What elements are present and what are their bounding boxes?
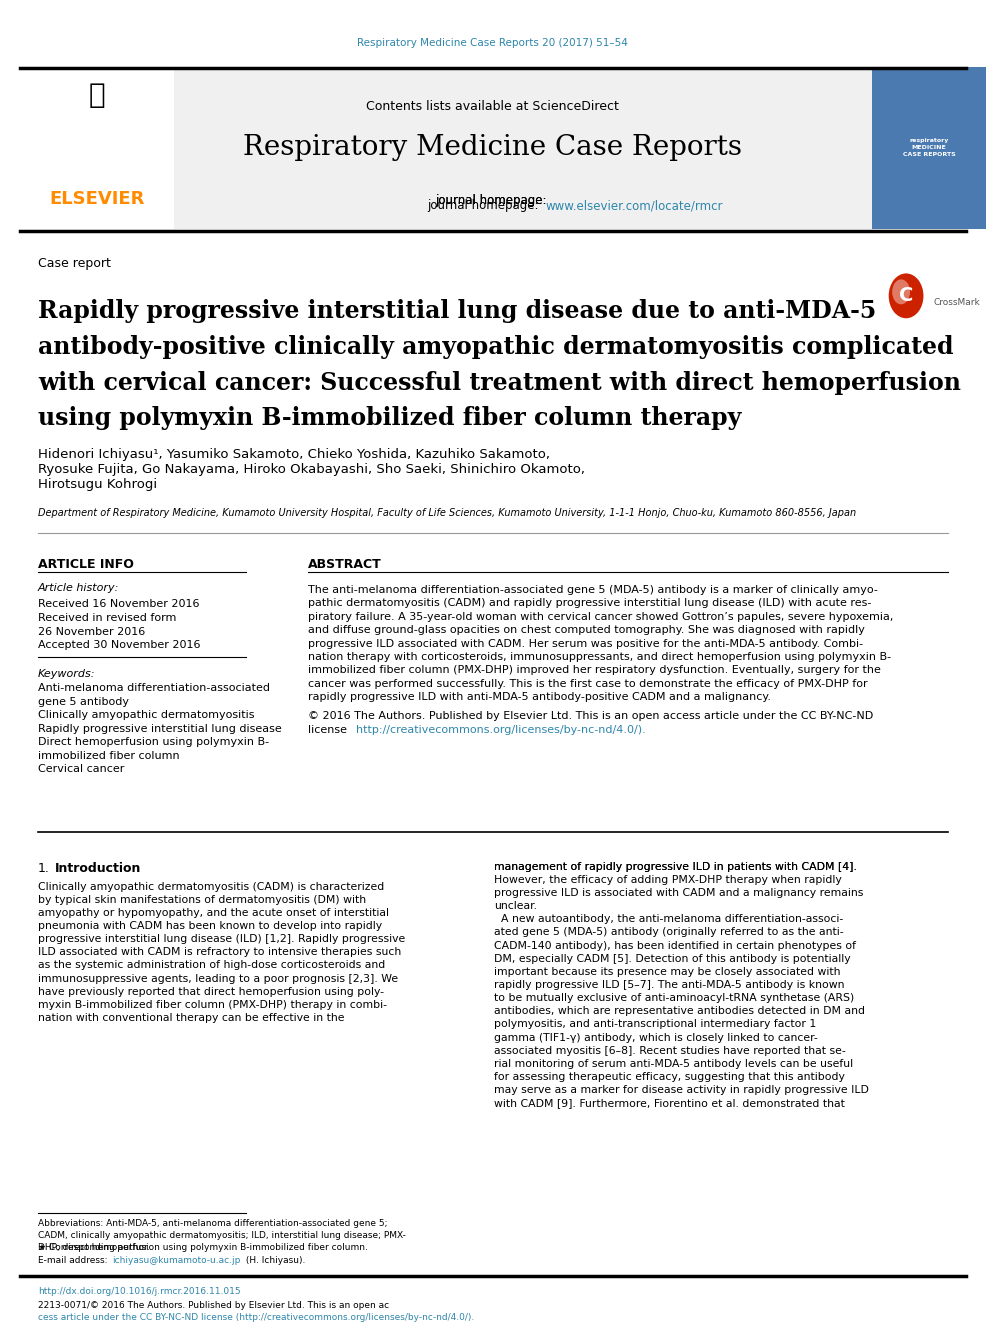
Bar [20, 66, 174, 229]
Text: associated myositis [6–8]. Recent studies have reported that se-: associated myositis [6–8]. Recent studie… [494, 1045, 845, 1056]
Text: http://creativecommons.org/licenses/by-nc-nd/4.0/).: http://creativecommons.org/licenses/by-n… [356, 725, 646, 734]
Text: (H. Ichiyasu).: (H. Ichiyasu). [243, 1256, 306, 1265]
Text: DHP, direct hemoperfusion using polymyxin B-immobilized fiber column.: DHP, direct hemoperfusion using polymyxi… [38, 1244, 368, 1252]
Text: unclear.: unclear. [494, 901, 537, 912]
Text: Introduction: Introduction [55, 861, 141, 875]
Text: gene 5 antibody: gene 5 antibody [38, 697, 129, 706]
Text: cess article under the CC BY-NC-ND license (http://creativecommons.org/licenses/: cess article under the CC BY-NC-ND licen… [38, 1312, 474, 1322]
Bar [872, 66, 985, 229]
Text: rapidly progressive ILD [5–7]. The anti-MDA-5 antibody is known: rapidly progressive ILD [5–7]. The anti-… [494, 980, 844, 990]
Text: Department of Respiratory Medicine, Kumamoto University Hospital, Faculty of Lif: Department of Respiratory Medicine, Kuma… [38, 508, 856, 519]
Text: Rapidly progressive interstitial lung disease: Rapidly progressive interstitial lung di… [38, 724, 282, 734]
Text: progressive ILD associated with CADM. Her serum was positive for the anti-MDA-5 : progressive ILD associated with CADM. He… [308, 639, 863, 648]
Text: ated gene 5 (MDA-5) antibody (originally referred to as the anti-: ated gene 5 (MDA-5) antibody (originally… [494, 927, 843, 938]
Text: may serve as a marker for disease activity in rapidly progressive ILD: may serve as a marker for disease activi… [494, 1085, 869, 1095]
Text: Direct hemoperfusion using polymyxin B-: Direct hemoperfusion using polymyxin B- [38, 737, 269, 747]
Text: journal homepage:: journal homepage: [435, 194, 551, 208]
Text: 26 November 2016: 26 November 2016 [38, 627, 145, 636]
Text: and diffuse ground-glass opacities on chest computed tomography. She was diagnos: and diffuse ground-glass opacities on ch… [308, 624, 865, 635]
Text: Rapidly progressive interstitial lung disease due to anti-MDA-5: Rapidly progressive interstitial lung di… [38, 299, 876, 323]
Text: with cervical cancer: Successful treatment with direct hemoperfusion: with cervical cancer: Successful treatme… [38, 370, 960, 394]
Text: to be mutually exclusive of anti-aminoacyl-tRNA synthetase (ARS): to be mutually exclusive of anti-aminoac… [494, 994, 854, 1003]
Text: important because its presence may be closely associated with: important because its presence may be cl… [494, 967, 840, 976]
Ellipse shape [892, 279, 910, 304]
Text: Received 16 November 2016: Received 16 November 2016 [38, 599, 199, 609]
Text: respiratory
MEDICINE
CASE REPORTS: respiratory MEDICINE CASE REPORTS [903, 139, 955, 156]
Text: DM, especially CADM [5]. Detection of this antibody is potentially: DM, especially CADM [5]. Detection of th… [494, 954, 850, 963]
Text: 1.: 1. [38, 861, 50, 875]
Text: have previously reported that direct hemoperfusion using poly-: have previously reported that direct hem… [38, 987, 384, 996]
Text: piratory failure. A 35-year-old woman with cervical cancer showed Gottron’s papu: piratory failure. A 35-year-old woman wi… [308, 611, 894, 622]
Text: Clinically amyopathic dermatomyositis (CADM) is characterized: Clinically amyopathic dermatomyositis (C… [38, 881, 384, 892]
Text: nation with conventional therapy can be effective in the: nation with conventional therapy can be … [38, 1013, 344, 1023]
Text: ARTICLE INFO: ARTICLE INFO [38, 558, 134, 570]
Text: Contents lists available at ScienceDirect: Contents lists available at ScienceDirec… [366, 99, 619, 112]
Text: license: license [308, 725, 350, 734]
Text: using polymyxin B-immobilized fiber column therapy: using polymyxin B-immobilized fiber colu… [38, 406, 741, 430]
Text: Respiratory Medicine Case Reports 20 (2017) 51–54: Respiratory Medicine Case Reports 20 (20… [357, 38, 628, 48]
Bar [20, 66, 884, 229]
Text: journal homepage:: journal homepage: [428, 200, 543, 212]
Text: ichiyasu@kumamoto-u.ac.jp: ichiyasu@kumamoto-u.ac.jp [112, 1256, 241, 1265]
Text: journal homepage:: journal homepage: [435, 194, 551, 208]
Text: Received in revised form: Received in revised form [38, 613, 177, 623]
Text: immobilized fiber column (PMX-DHP) improved her respiratory dysfunction. Eventua: immobilized fiber column (PMX-DHP) impro… [308, 665, 881, 676]
Bar [869, 259, 943, 324]
Text: ABSTRACT: ABSTRACT [308, 558, 382, 570]
Text: Accepted 30 November 2016: Accepted 30 November 2016 [38, 640, 200, 651]
Text: antibodies, which are representative antibodies detected in DM and: antibodies, which are representative ant… [494, 1007, 865, 1016]
Text: cancer was performed successfully. This is the first case to demonstrate the eff: cancer was performed successfully. This … [308, 679, 868, 689]
Text: immunosuppressive agents, leading to a poor prognosis [2,3]. We: immunosuppressive agents, leading to a p… [38, 974, 398, 983]
Text: www.elsevier.com/locate/rmcr: www.elsevier.com/locate/rmcr [546, 200, 723, 212]
Text: with CADM [9]. Furthermore, Fiorentino et al. demonstrated that: with CADM [9]. Furthermore, Fiorentino e… [494, 1098, 844, 1109]
Text: myxin B-immobilized fiber column (PMX-DHP) therapy in combi-: myxin B-immobilized fiber column (PMX-DH… [38, 1000, 387, 1009]
Text: Case report: Case report [38, 257, 111, 270]
Text: A new autoantibody, the anti-melanoma differentiation-associ-: A new autoantibody, the anti-melanoma di… [494, 914, 843, 925]
Text: progressive ILD is associated with CADM and a malignancy remains: progressive ILD is associated with CADM … [494, 888, 863, 898]
Text: The anti-melanoma differentiation-associated gene 5 (MDA-5) antibody is a marker: The anti-melanoma differentiation-associ… [308, 585, 878, 595]
Text: rapidly progressive ILD with anti-MDA-5 antibody-positive CADM and a malignancy.: rapidly progressive ILD with anti-MDA-5 … [308, 692, 771, 703]
Text: Hidenori Ichiyasu¹, Yasumiko Sakamoto, Chieko Yoshida, Kazuhiko Sakamoto,
Ryosuk: Hidenori Ichiyasu¹, Yasumiko Sakamoto, C… [38, 448, 584, 491]
Text: Keywords:: Keywords: [38, 669, 95, 680]
Text: CADM-140 antibody), has been identified in certain phenotypes of: CADM-140 antibody), has been identified … [494, 941, 856, 950]
Text: Clinically amyopathic dermatomyositis: Clinically amyopathic dermatomyositis [38, 710, 254, 720]
Text: Abbreviations: Anti-MDA-5, anti-melanoma differentiation-associated gene 5;: Abbreviations: Anti-MDA-5, anti-melanoma… [38, 1220, 387, 1228]
Text: immobilized fiber column: immobilized fiber column [38, 750, 180, 761]
Text: management of rapidly progressive ILD in patients with CADM [4].: management of rapidly progressive ILD in… [494, 861, 857, 872]
Text: 🌳: 🌳 [89, 81, 106, 108]
Text: pneumonia with CADM has been known to develop into rapidly: pneumonia with CADM has been known to de… [38, 921, 382, 931]
Text: However, the efficacy of adding PMX-DHP therapy when rapidly: However, the efficacy of adding PMX-DHP … [494, 875, 841, 885]
Text: nation therapy with corticosteroids, immunosuppressants, and direct hemoperfusio: nation therapy with corticosteroids, imm… [308, 652, 891, 662]
Text: ★ Corresponding author.: ★ Corresponding author. [38, 1244, 150, 1252]
Text: rial monitoring of serum anti-MDA-5 antibody levels can be useful: rial monitoring of serum anti-MDA-5 anti… [494, 1058, 853, 1069]
Text: Article history:: Article history: [38, 582, 119, 593]
Text: Anti-melanoma differentiation-associated: Anti-melanoma differentiation-associated [38, 684, 270, 693]
Text: Cervical cancer: Cervical cancer [38, 763, 124, 774]
Text: progressive interstitial lung disease (ILD) [1,2]. Rapidly progressive: progressive interstitial lung disease (I… [38, 934, 405, 945]
Text: Respiratory Medicine Case Reports: Respiratory Medicine Case Reports [243, 135, 742, 161]
Text: by typical skin manifestations of dermatomyositis (DM) with: by typical skin manifestations of dermat… [38, 894, 366, 905]
Text: polymyositis, and anti-transcriptional intermediary factor 1: polymyositis, and anti-transcriptional i… [494, 1020, 816, 1029]
Text: management of rapidly progressive ILD in patients with CADM [4].: management of rapidly progressive ILD in… [494, 861, 857, 872]
Text: © 2016 The Authors. Published by Elsevier Ltd. This is an open access article un: © 2016 The Authors. Published by Elsevie… [308, 710, 873, 721]
Text: for assessing therapeutic efficacy, suggesting that this antibody: for assessing therapeutic efficacy, sugg… [494, 1072, 844, 1082]
Text: amyopathy or hypomyopathy, and the acute onset of interstitial: amyopathy or hypomyopathy, and the acute… [38, 908, 389, 918]
Text: ILD associated with CADM is refractory to intensive therapies such: ILD associated with CADM is refractory t… [38, 947, 401, 958]
Text: 2213-0071/© 2016 The Authors. Published by Elsevier Ltd. This is an open ac: 2213-0071/© 2016 The Authors. Published … [38, 1301, 389, 1310]
Text: E-mail address:: E-mail address: [38, 1256, 110, 1265]
Text: antibody-positive clinically amyopathic dermatomyositis complicated: antibody-positive clinically amyopathic … [38, 335, 953, 359]
Text: as the systemic administration of high-dose corticosteroids and: as the systemic administration of high-d… [38, 960, 385, 971]
Text: ELSEVIER: ELSEVIER [50, 191, 145, 208]
Text: http://dx.doi.org/10.1016/j.rmcr.2016.11.015: http://dx.doi.org/10.1016/j.rmcr.2016.11… [38, 1287, 240, 1297]
Text: C: C [899, 286, 914, 306]
Text: gamma (TIF1-γ) antibody, which is closely linked to cancer-: gamma (TIF1-γ) antibody, which is closel… [494, 1032, 817, 1043]
Text: CrossMark: CrossMark [933, 298, 981, 307]
Text: CADM, clinically amyopathic dermatomyositis; ILD, interstitial lung disease; PMX: CADM, clinically amyopathic dermatomyosi… [38, 1232, 406, 1240]
Text: pathic dermatomyositis (CADM) and rapidly progressive interstitial lung disease : pathic dermatomyositis (CADM) and rapidl… [308, 598, 871, 609]
Ellipse shape [889, 274, 924, 319]
